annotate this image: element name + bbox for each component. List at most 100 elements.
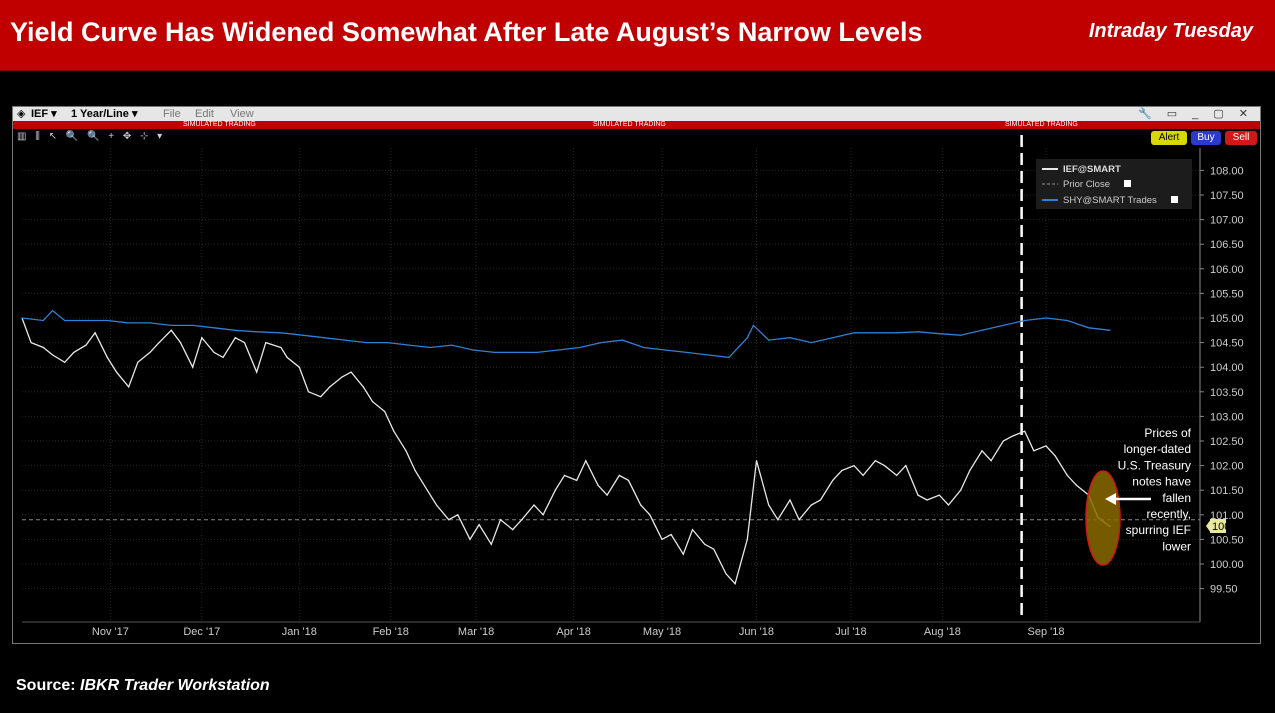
data-point <box>213 351 215 353</box>
data-point <box>533 504 535 506</box>
chart-grid <box>22 148 1200 622</box>
data-point <box>841 469 843 472</box>
data-point <box>536 351 538 353</box>
source-caption: Source: IBKR Trader Workstation <box>16 677 270 694</box>
data-point <box>1066 319 1068 322</box>
data-point <box>179 342 182 344</box>
data-point <box>115 371 118 373</box>
data-point <box>1002 440 1004 442</box>
period-selector[interactable]: 1 Year/Line ▾ <box>71 108 138 120</box>
data-point <box>1033 450 1035 452</box>
sim-label-left: SIMULATED TRADING <box>183 121 256 128</box>
data-point <box>960 489 962 491</box>
data-point <box>832 479 834 481</box>
data-point <box>329 386 331 388</box>
x-tick-label: Mar '18 <box>458 626 494 638</box>
data-point <box>512 529 514 531</box>
symbol-selector[interactable]: IEF ▾ <box>31 108 57 120</box>
x-tick-label: Apr '18 <box>556 626 591 638</box>
data-point <box>393 430 395 432</box>
data-point <box>746 538 748 541</box>
y-tick-label: 107.00 <box>1210 215 1244 227</box>
x-tick-label: May '18 <box>643 626 681 638</box>
annotation-line: lower <box>1162 539 1191 553</box>
last-value-label: 100.76 <box>1212 521 1246 533</box>
series-line-shy <box>21 309 1111 359</box>
header-tag: Intraday Tuesday <box>1088 20 1253 42</box>
x-tick-label: Feb '18 <box>373 626 409 638</box>
data-point <box>149 351 151 353</box>
y-tick-label: 101.00 <box>1210 510 1244 522</box>
data-point <box>344 339 346 341</box>
data-point <box>725 573 727 575</box>
data-point <box>515 351 517 353</box>
data-point <box>670 533 672 536</box>
data-point <box>64 319 66 322</box>
annotation-text: Prices of longer-dated U.S. Treasury notes … <box>1118 426 1192 553</box>
data-point <box>384 410 386 413</box>
legend-shy: SHY@SMART Trades <box>1063 195 1157 206</box>
data-point <box>222 356 224 358</box>
data-point <box>917 331 919 333</box>
menu-edit[interactable]: Edit <box>195 108 214 120</box>
data-point <box>201 337 203 339</box>
data-point <box>643 346 645 349</box>
data-point <box>414 469 416 472</box>
data-point <box>243 342 246 344</box>
data-point <box>746 337 748 339</box>
data-point <box>42 319 44 322</box>
menu-file[interactable]: File <box>163 108 181 120</box>
data-point <box>1054 455 1056 457</box>
annotation-line: spurring IEF <box>1126 523 1191 537</box>
chart-toolbar[interactable]: ▥ ⫼ ↖ 🔍 🔍 + ✥ ⊹ ▾ <box>17 131 166 142</box>
data-point <box>789 337 791 339</box>
sell-button[interactable]: Sell <box>1225 131 1257 145</box>
data-point <box>1066 474 1068 476</box>
data-point <box>874 332 876 334</box>
data-point <box>149 322 151 324</box>
annotation-line: Prices of <box>1144 426 1191 440</box>
data-point <box>810 342 812 344</box>
y-tick-label: 107.50 <box>1210 190 1244 202</box>
data-point <box>896 332 898 334</box>
data-point <box>1045 445 1047 447</box>
data-point <box>777 519 779 521</box>
data-point <box>85 319 87 322</box>
y-tick-label: 103.50 <box>1210 387 1244 399</box>
data-point <box>106 319 108 322</box>
data-point <box>917 494 919 496</box>
annotation-line: notes have <box>1132 475 1191 489</box>
data-point <box>51 310 54 312</box>
data-point <box>600 342 602 344</box>
data-point <box>451 344 453 346</box>
data-point <box>734 583 736 585</box>
y-tick-label: 105.00 <box>1210 313 1244 325</box>
data-point <box>1075 484 1078 486</box>
data-point <box>472 349 474 351</box>
data-point <box>691 529 694 531</box>
data-point <box>307 391 310 393</box>
window-controls[interactable]: 🔧 ▭ _ ▢ ✕ <box>1137 108 1254 120</box>
y-tick-label: 103.00 <box>1210 411 1244 423</box>
data-point <box>265 342 267 344</box>
data-point <box>435 504 438 506</box>
data-point <box>990 460 992 462</box>
series-line-ief <box>21 317 1111 586</box>
data-point <box>947 504 950 506</box>
data-point <box>563 474 566 476</box>
menu-view[interactable]: View <box>230 108 254 120</box>
alert-button[interactable]: Alert <box>1151 131 1187 145</box>
legend-box: IEF@SMART Prior Close SHY@SMART Trades <box>1036 159 1192 209</box>
data-point <box>649 514 651 516</box>
annotation-line: recently, <box>1147 507 1191 521</box>
data-point <box>905 465 907 467</box>
legend-prior-close: Prior Close <box>1063 179 1110 190</box>
y-tick-label: 101.50 <box>1210 485 1244 497</box>
data-point <box>621 339 624 341</box>
data-point <box>341 376 343 378</box>
data-point <box>938 494 940 496</box>
data-point <box>85 344 87 346</box>
data-point <box>365 342 367 344</box>
data-point <box>554 489 556 491</box>
buy-button[interactable]: Buy <box>1191 131 1221 145</box>
